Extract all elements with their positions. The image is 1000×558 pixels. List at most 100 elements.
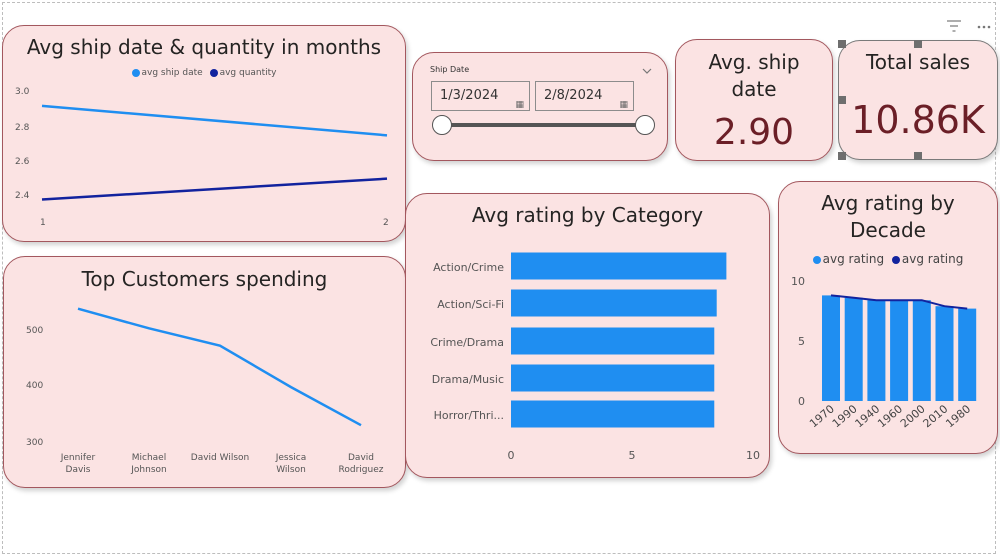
chevron-down-icon[interactable] xyxy=(641,61,653,80)
total-sales-card[interactable]: Total sales 10.86K xyxy=(838,40,998,160)
rating-decade-title: Avg rating by Decade xyxy=(779,190,997,244)
x-tick: Michael Johnson xyxy=(130,453,166,475)
slider-start-handle[interactable] xyxy=(432,115,452,135)
bar xyxy=(890,300,909,401)
end-date-input[interactable]: 2/8/2024 ▦ xyxy=(535,81,634,111)
bar xyxy=(511,364,715,392)
calendar-icon[interactable]: ▦ xyxy=(515,100,524,110)
more-options-icon[interactable] xyxy=(976,18,992,32)
rating-category-card[interactable]: Avg rating by Category Action/Crime Acti… xyxy=(405,193,770,478)
start-date-input[interactable]: 1/3/2024 ▦ xyxy=(431,81,530,111)
x-tick: 5 xyxy=(629,449,636,462)
bar xyxy=(935,306,954,401)
bar xyxy=(822,295,840,401)
ship-quantity-card[interactable]: Avg ship date & quantity in months avg s… xyxy=(2,25,406,242)
x-tick-line: Johnson xyxy=(130,465,166,475)
end-date-value: 2/8/2024 xyxy=(544,88,603,103)
y-tick: 10 xyxy=(791,275,805,288)
y-tick: 500 xyxy=(26,326,43,336)
ship-date-slicer-card[interactable]: Ship Date 1/3/2024 ▦ 2/8/2024 ▦ xyxy=(412,52,668,161)
ship-quantity-chart: 3.0 2.8 2.6 2.4 1 2 xyxy=(15,87,389,228)
y-tick: Crime/Drama xyxy=(430,336,504,349)
x-tick: 1980 xyxy=(943,402,973,430)
bar xyxy=(511,289,717,317)
avg-ship-date-title: Avg. ship date xyxy=(708,50,800,101)
y-tick: 300 xyxy=(26,438,43,448)
bar xyxy=(844,297,863,401)
y-tick: 2.6 xyxy=(15,157,30,167)
y-tick: 0 xyxy=(798,395,805,408)
y-tick: 2.8 xyxy=(15,123,30,133)
legend-dot-rating-bar xyxy=(812,255,821,264)
y-tick: Action/Sci-Fi xyxy=(437,298,504,311)
x-tick-line: Davis xyxy=(66,465,91,475)
legend-label-ship-date: avg ship date xyxy=(141,68,203,78)
x-tick-line: David xyxy=(348,453,374,463)
series-line-rating xyxy=(830,294,968,310)
top-customers-card[interactable]: Top Customers spending 500 400 300 Jenni… xyxy=(3,256,406,488)
calendar-icon[interactable]: ▦ xyxy=(619,100,628,110)
total-sales-title: Total sales xyxy=(865,50,971,74)
legend-label-rating-bar: avg rating xyxy=(822,252,885,266)
x-tick: 1990 xyxy=(830,402,860,430)
y-tick: 3.0 xyxy=(15,87,30,97)
rating-decade-title-line: Avg rating by xyxy=(821,191,955,215)
selection-handle[interactable] xyxy=(838,152,846,160)
rating-category-title: Avg rating by Category xyxy=(471,203,704,227)
x-tick: 0 xyxy=(508,449,515,462)
y-tick: Action/Crime xyxy=(433,261,504,274)
selection-handle[interactable] xyxy=(838,96,846,104)
x-tick: 2 xyxy=(383,218,389,228)
x-tick-line: David Wilson xyxy=(191,453,249,463)
y-tick: Drama/Music xyxy=(432,373,504,386)
legend-dot-quantity xyxy=(209,68,218,77)
avg-ship-date-value: 2.90 xyxy=(713,112,795,153)
avg-ship-date-card[interactable]: Avg. ship date 2.90 xyxy=(675,39,833,161)
ship-quantity-title: Avg ship date & quantity in months xyxy=(26,35,382,59)
selection-handle[interactable] xyxy=(838,40,846,48)
series-line-quantity xyxy=(41,177,388,201)
x-tick: 1940 xyxy=(853,402,883,430)
x-tick: 1960 xyxy=(875,402,905,430)
series-line-spending xyxy=(77,307,362,427)
filter-icon[interactable] xyxy=(946,18,962,32)
start-date-value: 1/3/2024 xyxy=(440,88,499,103)
x-tick-line: Jennifer xyxy=(60,453,96,463)
selection-handle[interactable] xyxy=(914,40,922,48)
x-tick: David Rodriguez xyxy=(339,453,384,475)
selection-handle[interactable] xyxy=(914,152,922,160)
slider-end-handle[interactable] xyxy=(635,115,655,135)
top-customers-chart: 500 400 300 Jennifer Davis Michael Johnson… xyxy=(26,307,384,475)
rating-category-chart: Action/Crime Action/Sci-Fi Crime/Drama D… xyxy=(430,252,760,462)
bar xyxy=(511,252,727,280)
rating-decade-card[interactable]: Avg rating by Decade avg rating avg rati… xyxy=(778,181,998,454)
x-tick: 1 xyxy=(40,218,46,228)
slicer-label: Ship Date xyxy=(430,65,470,74)
bar xyxy=(867,300,886,401)
total-sales-value: 10.86K xyxy=(851,98,985,142)
y-tick: Horror/Thri... xyxy=(434,409,504,422)
x-tick: 1970 xyxy=(807,402,837,430)
bar xyxy=(912,300,931,401)
x-tick: 10 xyxy=(746,449,760,462)
top-customers-title: Top Customers spending xyxy=(81,267,328,291)
legend-label-rating-line: avg rating xyxy=(901,252,964,266)
x-tick-line: Wilson xyxy=(276,465,306,475)
x-tick-line: Rodriguez xyxy=(339,465,384,475)
rating-decade-legend: avg rating avg rating xyxy=(779,252,997,266)
legend-label-quantity: avg quantity xyxy=(219,68,277,78)
slider-track[interactable] xyxy=(443,123,645,127)
x-tick: David Wilson xyxy=(191,453,249,463)
rating-decade-title-line: Decade xyxy=(850,218,926,242)
y-tick: 5 xyxy=(798,335,805,348)
x-tick: Jennifer Davis xyxy=(60,453,96,475)
y-tick: 400 xyxy=(26,381,43,391)
series-line-ship-date xyxy=(41,104,388,137)
bar xyxy=(958,308,977,401)
x-tick: 2000 xyxy=(898,402,928,430)
bar xyxy=(511,400,715,428)
x-tick-line: Jessica xyxy=(275,453,307,463)
x-tick: 2010 xyxy=(921,402,951,430)
legend-dot-rating-line xyxy=(891,255,900,264)
